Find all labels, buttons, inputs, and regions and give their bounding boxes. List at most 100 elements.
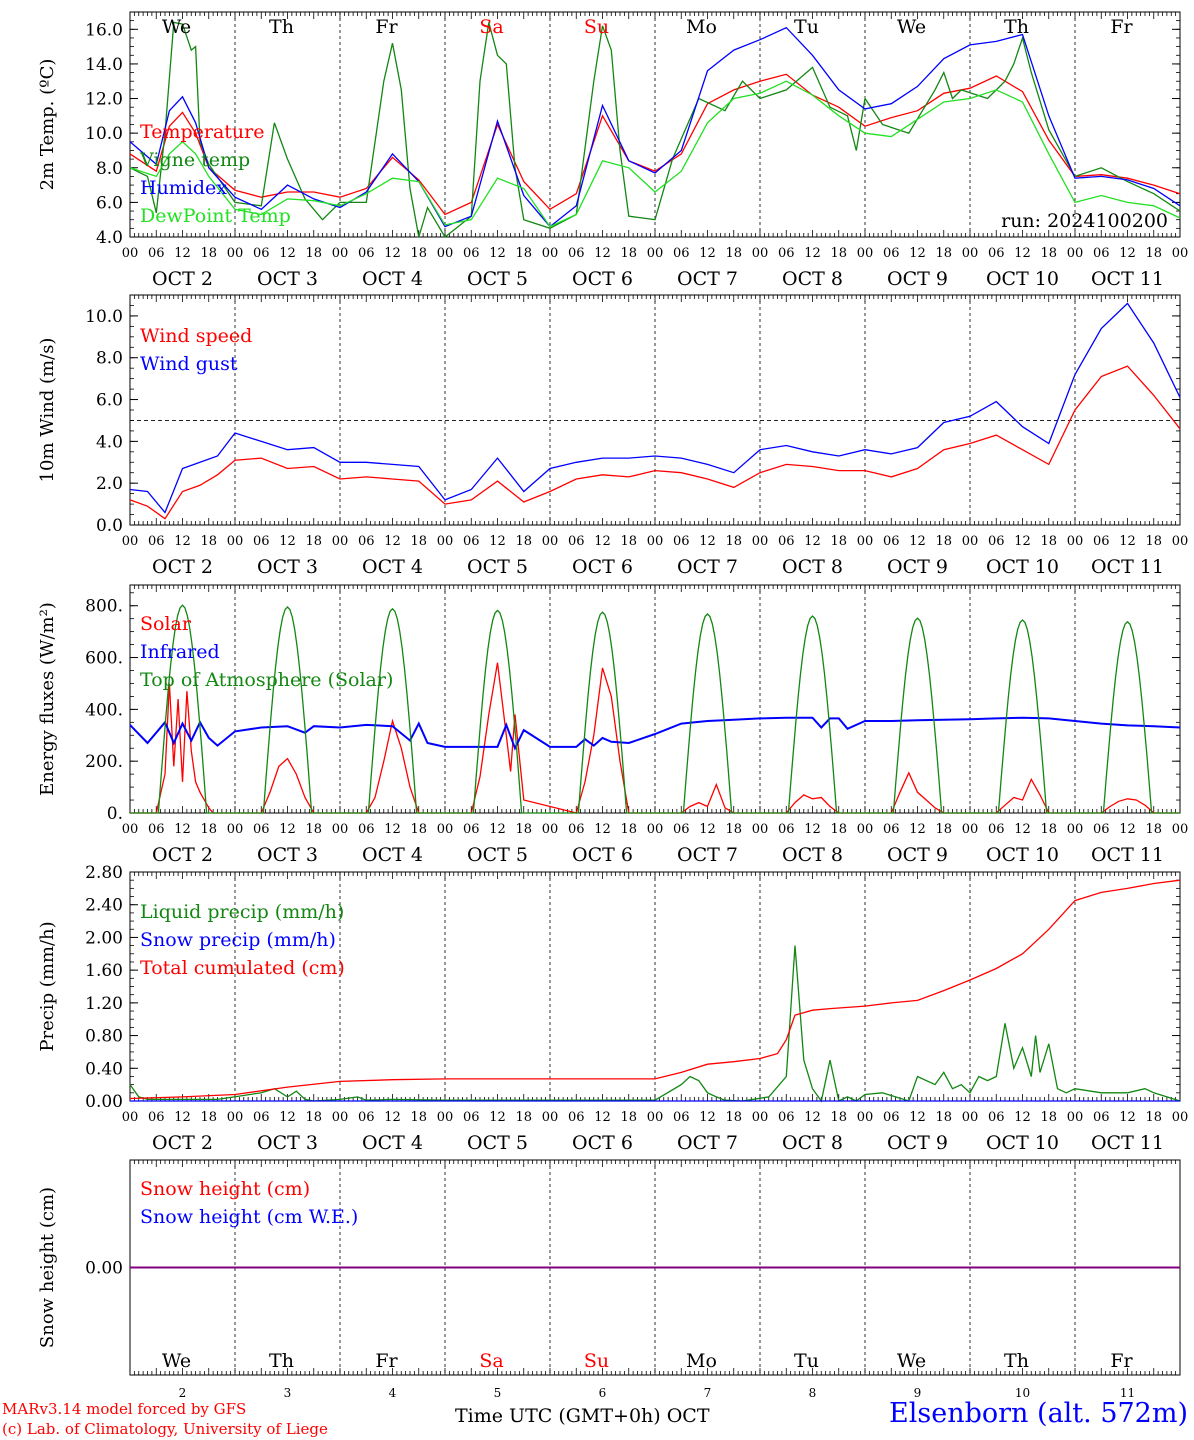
- y-tick-label: 800.: [85, 597, 123, 617]
- legend-entry: Liquid precip (mm/h): [140, 901, 344, 923]
- hour-tick-label: 06: [988, 246, 1005, 261]
- hour-tick-label: 00: [857, 822, 874, 837]
- date-label: OCT 9: [887, 1132, 948, 1154]
- date-label: OCT 5: [467, 556, 528, 578]
- hour-tick-label: 12: [384, 534, 401, 549]
- hour-tick-label: 06: [253, 822, 270, 837]
- legend-entry: Temperature: [140, 121, 264, 143]
- day-label: Fr: [375, 1350, 398, 1372]
- series-humidex: [129, 26, 1181, 228]
- hour-tick-label: 00: [857, 534, 874, 549]
- y-axis-label: Energy fluxes (W/m²): [37, 602, 58, 796]
- hour-tick-label: 00: [122, 822, 139, 837]
- hour-tick-label: 12: [1119, 1110, 1136, 1125]
- hour-tick-label: 12: [804, 246, 821, 261]
- y-tick-label: 400.: [85, 700, 123, 720]
- hour-tick-label: 00: [227, 246, 244, 261]
- hour-tick-label: 00: [647, 246, 664, 261]
- hour-tick-label: 06: [463, 1110, 480, 1125]
- date-label: OCT 6: [572, 1132, 633, 1154]
- hour-tick-label: 00: [1172, 534, 1189, 549]
- date-label: OCT 8: [782, 844, 843, 866]
- hour-tick-label: 06: [463, 246, 480, 261]
- y-tick-label: 6.0: [96, 391, 123, 411]
- y-tick-label: 1.20: [85, 994, 123, 1014]
- hour-tick-label: 06: [778, 822, 795, 837]
- hour-tick-label: 00: [332, 1110, 349, 1125]
- date-label: OCT 6: [572, 268, 633, 290]
- lab-credit: (c) Lab. of Climatology, University of L…: [2, 1420, 328, 1438]
- hour-tick-label: 18: [200, 534, 217, 549]
- hour-tick-label: 06: [883, 246, 900, 261]
- date-label: OCT 5: [467, 844, 528, 866]
- date-label: OCT 5: [467, 268, 528, 290]
- hour-tick-label: 06: [1093, 534, 1110, 549]
- hour-tick-label: 00: [1067, 822, 1084, 837]
- date-label: OCT 10: [986, 1132, 1059, 1154]
- hour-tick-label: 06: [988, 822, 1005, 837]
- hour-tick-label: 12: [489, 246, 506, 261]
- hour-tick-label: 12: [174, 1110, 191, 1125]
- date-label: OCT 4: [362, 1132, 423, 1154]
- y-tick-label: 0.: [107, 804, 123, 824]
- hour-tick-label: 06: [463, 822, 480, 837]
- hour-tick-label: 00: [122, 246, 139, 261]
- hour-tick-label: 00: [227, 534, 244, 549]
- date-label: OCT 7: [677, 268, 738, 290]
- date-label: OCT 9: [887, 556, 948, 578]
- hour-tick-label: 00: [962, 534, 979, 549]
- day-number: 8: [809, 1386, 817, 1400]
- hour-tick-label: 18: [1040, 246, 1057, 261]
- hour-tick-label: 00: [122, 534, 139, 549]
- hour-tick-label: 18: [725, 246, 742, 261]
- hour-tick-label: 06: [778, 534, 795, 549]
- hour-tick-label: 00: [1172, 246, 1189, 261]
- hour-tick-label: 00: [857, 1110, 874, 1125]
- hour-tick-label: 18: [935, 534, 952, 549]
- hour-tick-label: 12: [489, 534, 506, 549]
- hour-tick-label: 12: [699, 534, 716, 549]
- time-axis-label: Time UTC (GMT+0h) OCT: [455, 1405, 710, 1427]
- hour-tick-label: 18: [725, 534, 742, 549]
- y-tick-label: 0.0: [96, 516, 123, 536]
- hour-tick-label: 18: [620, 246, 637, 261]
- hour-tick-label: 18: [200, 822, 217, 837]
- hour-tick-label: 12: [804, 1110, 821, 1125]
- y-tick-label: 2.40: [85, 896, 123, 916]
- hour-tick-label: 18: [1040, 534, 1057, 549]
- legend-entry: Snow height (cm W.E.): [140, 1206, 358, 1228]
- hour-tick-label: 12: [1014, 246, 1031, 261]
- hour-tick-label: 12: [594, 1110, 611, 1125]
- hour-tick-label: 12: [699, 822, 716, 837]
- hour-tick-label: 18: [830, 822, 847, 837]
- y-tick-label: 8.0: [96, 159, 123, 179]
- hour-tick-label: 18: [410, 1110, 427, 1125]
- hour-tick-label: 00: [1172, 1110, 1189, 1125]
- series-vigne-temp: [129, 21, 1181, 238]
- hour-tick-label: 00: [752, 1110, 769, 1125]
- hour-tick-label: 12: [699, 246, 716, 261]
- hour-tick-label: 18: [935, 822, 952, 837]
- day-label: We: [162, 1350, 191, 1372]
- y-tick-label: 10.0: [85, 307, 123, 327]
- date-label: OCT 9: [887, 268, 948, 290]
- day-label: Th: [269, 1350, 294, 1372]
- hour-tick-label: 12: [804, 822, 821, 837]
- hour-tick-label: 18: [200, 1110, 217, 1125]
- day-label: Mo: [686, 1350, 717, 1372]
- hour-tick-label: 06: [568, 246, 585, 261]
- y-axis-label: Snow height (cm): [37, 1187, 58, 1348]
- hour-tick-label: 18: [620, 1110, 637, 1125]
- day-label: Tu: [794, 16, 819, 38]
- hour-tick-label: 18: [620, 534, 637, 549]
- hour-tick-label: 06: [253, 534, 270, 549]
- hour-tick-label: 06: [673, 822, 690, 837]
- hour-tick-label: 12: [909, 246, 926, 261]
- hour-tick-label: 06: [1093, 1110, 1110, 1125]
- hour-tick-label: 00: [437, 1110, 454, 1125]
- hour-tick-label: 00: [857, 246, 874, 261]
- date-label: OCT 6: [572, 556, 633, 578]
- hour-tick-label: 18: [305, 534, 322, 549]
- hour-tick-label: 00: [1067, 1110, 1084, 1125]
